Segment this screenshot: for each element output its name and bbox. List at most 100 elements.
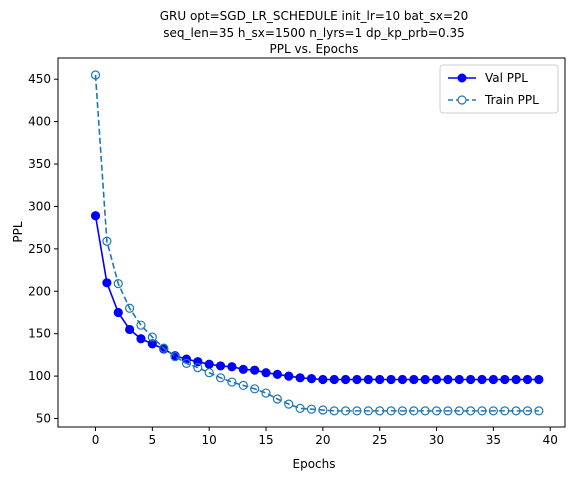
- data-point-val: [466, 374, 476, 385]
- y-tick-label: 100: [28, 369, 51, 383]
- data-point-train: [238, 380, 248, 391]
- plot-frame: [57, 57, 566, 428]
- y-tick-label: 350: [28, 157, 51, 171]
- data-point-train: [454, 406, 464, 416]
- data-point-val: [352, 374, 362, 385]
- data-point-train: [477, 406, 487, 416]
- data-point-train: [488, 406, 498, 416]
- data-point-train: [284, 399, 294, 409]
- data-point-train: [272, 394, 282, 404]
- data-point-val: [386, 374, 396, 385]
- legend-train-label: Train PPL: [484, 93, 539, 107]
- data-point-train: [102, 236, 112, 246]
- data-point-val: [136, 334, 146, 344]
- data-point-train: [443, 406, 453, 416]
- series-line-val: [94, 215, 539, 381]
- y-tick-label: 200: [28, 284, 51, 298]
- data-point-train: [170, 351, 180, 362]
- x-tick-label: 15: [258, 433, 273, 447]
- data-point-train: [534, 406, 544, 416]
- data-point-val: [443, 374, 453, 385]
- data-point-val: [238, 364, 248, 374]
- data-point-train: [113, 279, 123, 289]
- data-point-val: [295, 373, 305, 383]
- x-tick-label: 5: [149, 433, 157, 447]
- x-tick-label: 20: [315, 433, 330, 447]
- data-point-train: [90, 70, 101, 80]
- series-line-train: [94, 74, 539, 412]
- x-tick-label: 35: [486, 433, 501, 447]
- data-point-train: [159, 343, 169, 353]
- y-tick-label: 300: [28, 199, 51, 213]
- x-tick-label: 40: [543, 433, 558, 447]
- legend-val-label: Val PPL: [485, 71, 528, 85]
- data-point-train: [511, 406, 521, 416]
- data-point-train: [125, 303, 135, 313]
- series-layer: [90, 70, 544, 416]
- data-point-val: [272, 369, 282, 380]
- data-point-val: [227, 362, 237, 372]
- data-point-val: [204, 359, 214, 369]
- y-tick-label: 250: [28, 242, 51, 256]
- data-point-train: [386, 406, 396, 416]
- x-tick-label: 10: [202, 433, 217, 447]
- data-point-train: [522, 406, 533, 416]
- chart-title-line-3: PPL vs. Epochs: [270, 42, 359, 56]
- data-point-val: [125, 324, 135, 335]
- data-point-val: [261, 368, 271, 378]
- legend-box: [439, 64, 559, 114]
- data-point-val: [500, 374, 510, 385]
- data-point-val: [90, 211, 101, 221]
- data-point-val: [454, 374, 464, 385]
- data-point-train: [261, 388, 271, 398]
- data-point-train: [306, 404, 317, 414]
- data-point-train: [136, 320, 146, 330]
- y-tick-label: 400: [28, 115, 51, 129]
- y-axis-label: PPL: [11, 221, 25, 242]
- data-point-train: [431, 406, 442, 416]
- y-tick-label: 150: [28, 327, 51, 341]
- legend: Val PPL Train PPL: [439, 64, 559, 114]
- data-point-val: [431, 374, 442, 385]
- data-point-val: [511, 374, 521, 385]
- data-point-val: [306, 374, 317, 384]
- data-point-val: [397, 374, 408, 385]
- data-point-train: [204, 368, 214, 378]
- data-point-train: [181, 358, 192, 368]
- data-point-train: [193, 363, 203, 373]
- axes-layer: 0 5 10 15 20 25 30 35 40 50 100 150 200 250 300 350 400 4…: [28, 57, 566, 447]
- data-point-train: [329, 406, 339, 416]
- data-point-val: [534, 374, 544, 385]
- data-point-train: [500, 406, 510, 416]
- data-point-train: [397, 406, 408, 416]
- data-point-val: [215, 361, 226, 371]
- data-point-val: [522, 374, 533, 385]
- data-point-val: [375, 374, 385, 385]
- data-point-train: [420, 406, 430, 416]
- data-point-train: [215, 373, 226, 383]
- x-tick-label: 30: [429, 433, 444, 447]
- data-point-val: [363, 374, 373, 385]
- data-point-train: [375, 406, 385, 416]
- data-point-val: [113, 307, 123, 318]
- data-point-train: [318, 405, 328, 415]
- data-point-train: [466, 406, 476, 416]
- data-point-val: [477, 374, 487, 385]
- data-point-val: [341, 374, 351, 385]
- x-axis-label: Epochs: [293, 457, 336, 471]
- data-point-train: [295, 403, 305, 413]
- data-point-val: [102, 278, 112, 288]
- data-point-train: [147, 332, 157, 342]
- data-point-val: [488, 374, 498, 385]
- data-point-val: [250, 365, 260, 375]
- data-point-train: [341, 406, 351, 416]
- data-point-val: [318, 374, 328, 385]
- data-point-train: [352, 406, 362, 416]
- data-point-train: [363, 406, 373, 416]
- chart-title-line-2: seq_len=35 h_sx=1500 n_lyrs=1 dp_kp_prb=…: [163, 26, 465, 40]
- legend-train-marker: [457, 95, 467, 105]
- chart-title-line-1: GRU opt=SGD_LR_SCHEDULE init_lr=10 bat_s…: [160, 9, 469, 23]
- x-tick-label: 0: [92, 433, 100, 447]
- y-tick-label: 450: [28, 72, 51, 86]
